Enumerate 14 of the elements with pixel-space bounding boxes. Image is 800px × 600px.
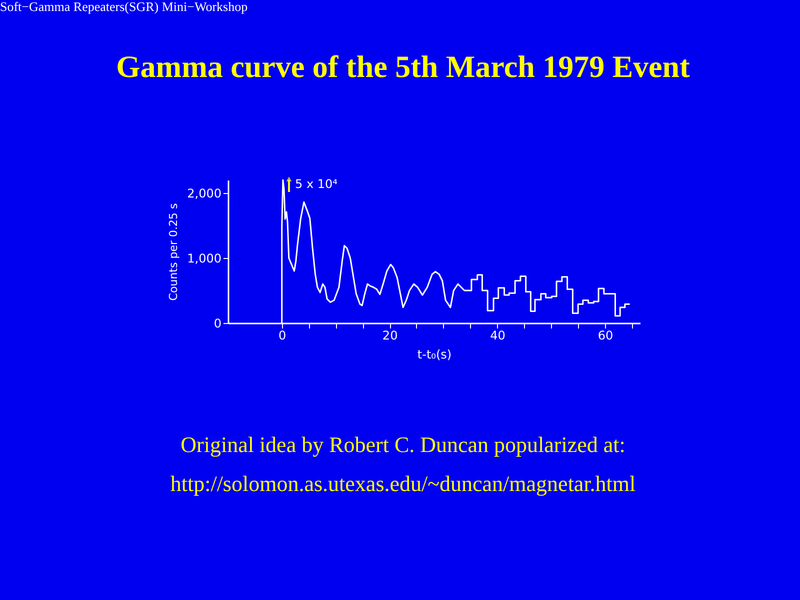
x-tick-label: 40	[490, 328, 506, 342]
x-axis-title: t-t₀(s)	[417, 348, 452, 362]
text: http://solomon.as.utexas.edu/~duncan/magnetar.html	[170, 471, 636, 496]
x-tick-label: 60	[598, 328, 614, 342]
y-tick-label: 0	[214, 316, 222, 330]
x-tick-label: 20	[382, 328, 398, 342]
chart-title: Gamma curve of the 5th March 1979 Event	[116, 49, 691, 84]
x-tick-label: 0	[278, 328, 286, 342]
annotation: 5 x 10⁴	[295, 177, 338, 191]
text: Original idea by Robert C. Duncan popularized at:	[180, 432, 626, 457]
y-tick-label: 2,000	[187, 186, 222, 200]
y-tick-label: 1,000	[187, 252, 222, 266]
y-axis-title: Counts per 0.25 s	[167, 203, 180, 301]
text: Soft−Gamma Repeaters(SGR) Mini−Workshop	[0, 0, 248, 14]
